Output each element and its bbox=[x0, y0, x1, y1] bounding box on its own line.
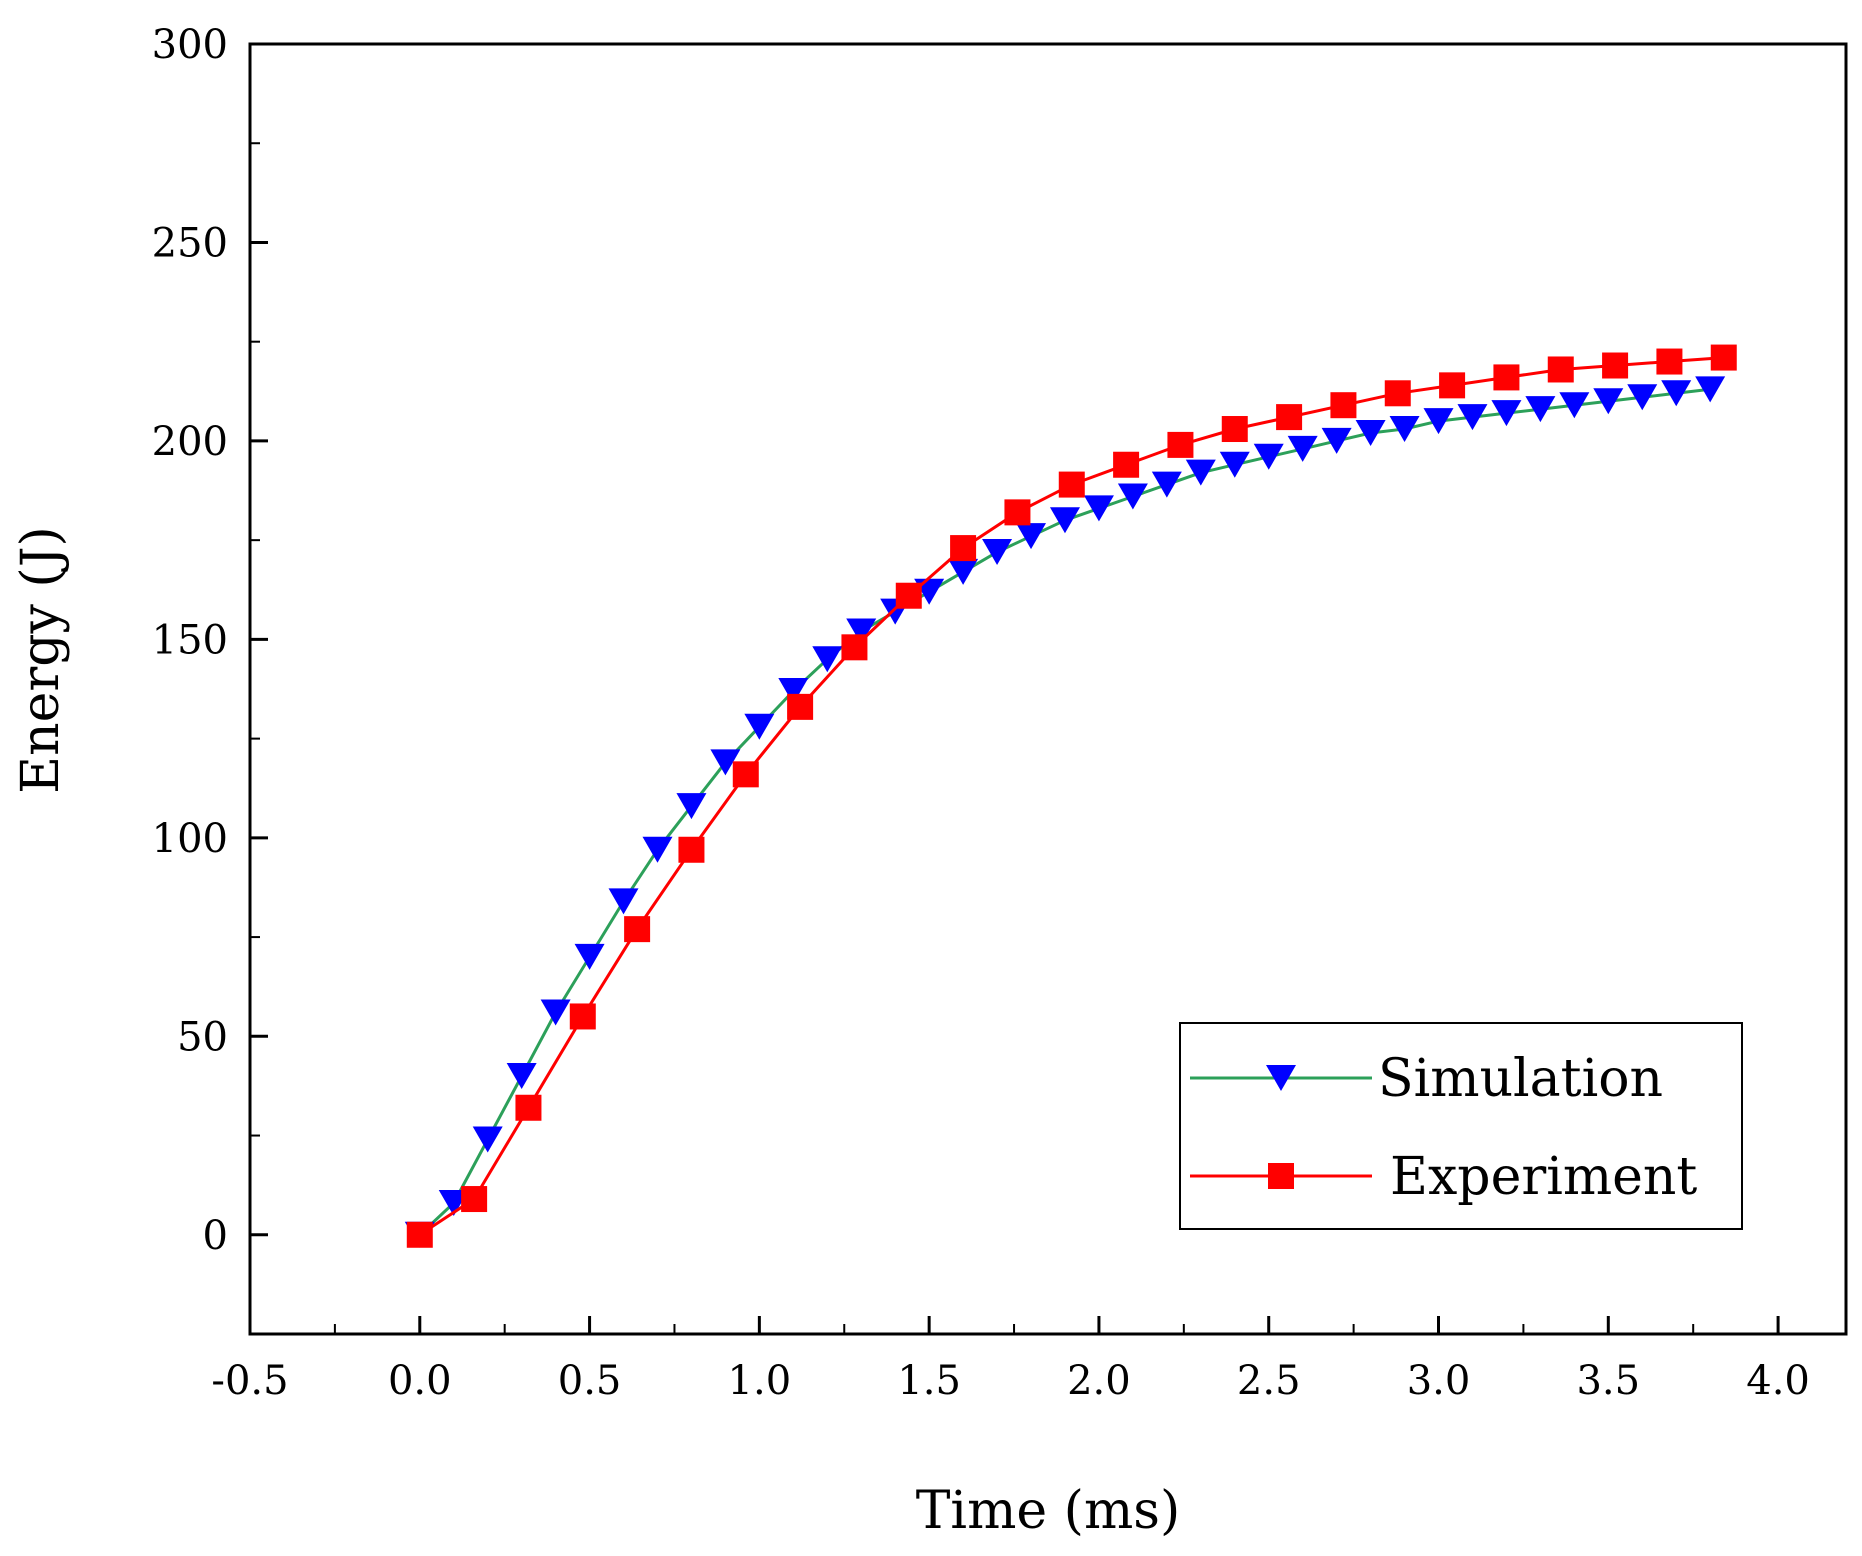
data-point-simulation bbox=[1559, 392, 1590, 419]
data-point-experiment bbox=[406, 1221, 433, 1248]
data-point-experiment bbox=[1167, 431, 1194, 458]
data-point-experiment bbox=[1710, 344, 1737, 371]
data-point-simulation bbox=[574, 943, 605, 970]
data-point-simulation bbox=[1321, 427, 1352, 454]
legend-item-experiment: Experiment bbox=[1190, 1147, 1697, 1207]
data-point-simulation bbox=[1355, 419, 1386, 446]
x-tick-label: 3.5 bbox=[1576, 1358, 1640, 1404]
legend-marker-simulation bbox=[1266, 1065, 1296, 1091]
y-tick-label: 150 bbox=[152, 617, 228, 663]
data-point-experiment bbox=[895, 582, 922, 609]
plot-frame bbox=[248, 42, 1848, 1336]
x-tick-label: 4.0 bbox=[1746, 1358, 1810, 1404]
data-point-experiment bbox=[1221, 416, 1248, 443]
x-tick-label: 1.0 bbox=[728, 1358, 792, 1404]
data-point-experiment bbox=[950, 535, 977, 562]
y-axis-label: Energy (J) bbox=[11, 526, 71, 794]
series-experiment bbox=[406, 344, 1737, 1248]
y-axis-ticks: 0 50 100 150 200 250 300 bbox=[152, 22, 268, 1259]
data-point-simulation bbox=[1389, 416, 1420, 443]
data-point-simulation bbox=[846, 618, 877, 645]
data-point-experiment bbox=[1276, 404, 1303, 431]
y-tick-label: 200 bbox=[152, 419, 228, 465]
data-point-simulation bbox=[1627, 384, 1658, 411]
data-point-simulation bbox=[608, 888, 639, 915]
data-point-experiment bbox=[1547, 356, 1574, 383]
data-point-simulation bbox=[1593, 388, 1624, 415]
x-tick-label: 0.5 bbox=[558, 1358, 622, 1404]
data-point-simulation bbox=[710, 749, 741, 776]
data-point-simulation bbox=[1287, 435, 1318, 462]
data-point-simulation bbox=[1083, 495, 1114, 522]
y-tick-label: 300 bbox=[152, 22, 228, 68]
data-point-experiment bbox=[678, 836, 705, 863]
data-point-experiment bbox=[732, 761, 759, 788]
legend-marker-experiment bbox=[1268, 1163, 1294, 1189]
series-layer bbox=[404, 344, 1737, 1248]
x-tick-label: -0.5 bbox=[211, 1358, 288, 1404]
data-point-experiment bbox=[1439, 372, 1466, 399]
data-point-simulation bbox=[506, 1063, 537, 1089]
y-tick-label: 100 bbox=[152, 816, 228, 862]
data-point-simulation bbox=[540, 999, 571, 1026]
legend-box bbox=[1179, 1022, 1743, 1230]
data-point-simulation bbox=[1253, 443, 1284, 470]
data-point-experiment bbox=[569, 1003, 596, 1030]
data-point-simulation bbox=[1491, 400, 1522, 427]
y-tick-label: 50 bbox=[177, 1014, 228, 1060]
x-axis-ticks: -0.5 0.0 0.5 1.0 1.5 2.0 2.5 3.0 3.5 4.0 bbox=[211, 1316, 1810, 1404]
data-point-simulation bbox=[1423, 408, 1454, 435]
data-point-simulation bbox=[1117, 483, 1148, 510]
data-point-simulation bbox=[744, 713, 775, 740]
x-tick-label: 3.0 bbox=[1407, 1358, 1471, 1404]
data-point-experiment bbox=[515, 1094, 542, 1121]
data-point-experiment bbox=[1004, 499, 1031, 526]
data-point-simulation bbox=[1219, 451, 1250, 478]
data-point-simulation bbox=[778, 677, 809, 704]
data-point-simulation bbox=[1049, 507, 1080, 534]
data-point-simulation bbox=[1016, 523, 1047, 550]
data-point-simulation bbox=[1457, 404, 1488, 431]
data-point-simulation bbox=[676, 793, 707, 820]
data-point-simulation bbox=[1151, 471, 1182, 498]
y-tick-label: 250 bbox=[152, 220, 228, 266]
x-tick-label: 2.5 bbox=[1237, 1358, 1301, 1404]
data-point-simulation bbox=[1185, 459, 1216, 486]
data-point-experiment bbox=[1602, 352, 1629, 379]
x-tick-label: 0.0 bbox=[388, 1358, 452, 1404]
data-point-simulation bbox=[1695, 376, 1726, 403]
x-axis-label: Time (ms) bbox=[916, 1481, 1181, 1541]
data-point-experiment bbox=[1113, 451, 1140, 478]
legend-label-simulation: Simulation bbox=[1378, 1049, 1663, 1109]
data-point-simulation bbox=[812, 646, 843, 673]
legend: Simulation Experiment bbox=[1179, 1022, 1743, 1230]
x-tick-label: 1.5 bbox=[897, 1358, 961, 1404]
data-point-simulation bbox=[982, 539, 1013, 566]
data-point-experiment bbox=[624, 916, 651, 943]
data-point-simulation bbox=[472, 1126, 503, 1153]
data-point-experiment bbox=[461, 1186, 488, 1213]
x-tick-label: 2.0 bbox=[1067, 1358, 1131, 1404]
data-point-experiment bbox=[1493, 364, 1520, 391]
data-point-simulation bbox=[1661, 380, 1692, 407]
data-point-experiment bbox=[787, 693, 814, 720]
data-point-simulation bbox=[948, 558, 979, 585]
data-point-experiment bbox=[1656, 348, 1683, 375]
y-tick-label: 0 bbox=[203, 1213, 228, 1259]
data-point-experiment bbox=[1058, 471, 1085, 498]
data-point-experiment bbox=[1384, 380, 1411, 407]
data-point-simulation bbox=[642, 836, 673, 863]
data-point-experiment bbox=[1330, 392, 1357, 419]
legend-item-simulation: Simulation bbox=[1190, 1049, 1663, 1109]
legend-label-experiment: Experiment bbox=[1390, 1147, 1697, 1207]
data-point-experiment bbox=[841, 634, 868, 661]
data-point-simulation bbox=[1525, 396, 1556, 423]
